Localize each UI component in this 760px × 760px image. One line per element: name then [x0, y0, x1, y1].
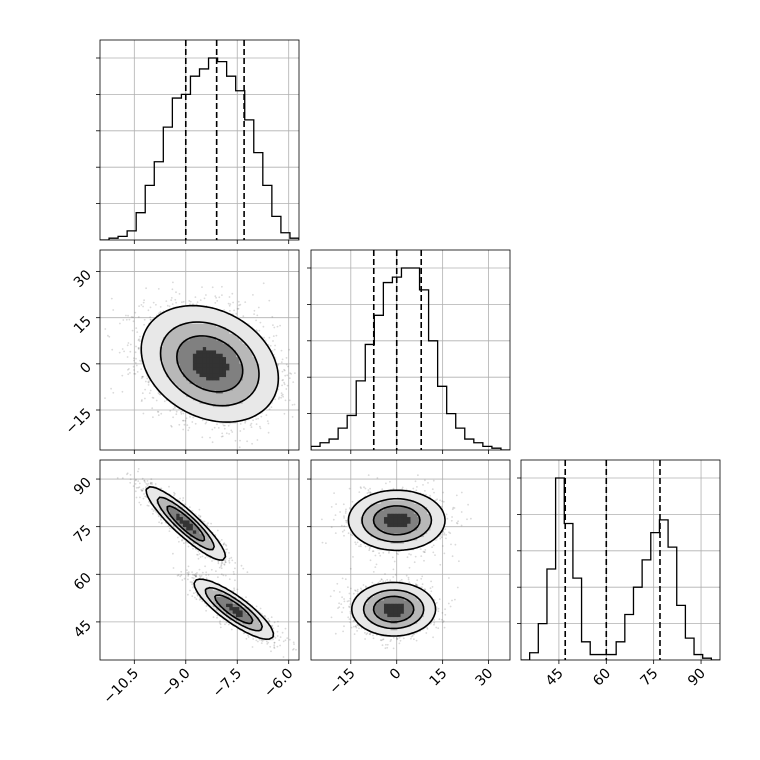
grid: [311, 250, 510, 450]
panel-frame: [99, 39, 300, 241]
x-tick-label: 75: [638, 666, 662, 690]
contour-lines: [145, 486, 275, 640]
y-tick-label: 75: [71, 522, 95, 546]
x-tick-label: 30: [472, 666, 496, 690]
grid: [100, 40, 299, 240]
contour-level: [166, 505, 254, 625]
y-tick-label: 15: [71, 313, 95, 337]
panel-frame: [99, 459, 300, 661]
density-fill: [139, 306, 280, 424]
contour-level: [156, 496, 264, 632]
joint-panel-1-2: [96, 249, 300, 454]
joint-panel-2-3: [307, 459, 511, 664]
x-tick-label: −7.5: [210, 666, 245, 701]
histogram-step: [521, 477, 720, 660]
y-tick-label: −15: [63, 406, 95, 438]
x-tick-label: −9.0: [158, 666, 193, 701]
x-tick-label: 0: [387, 666, 405, 684]
x-tick-label: 15: [427, 666, 451, 690]
contour-level: [372, 505, 421, 623]
y-tick-label: 45: [71, 617, 95, 641]
x-tick-label: 60: [590, 666, 614, 690]
histogram-panel-3: [517, 459, 721, 664]
contour-lines: [140, 304, 280, 423]
panel-frame: [99, 249, 300, 451]
x-tick-label: 90: [685, 666, 709, 690]
grid: [521, 460, 720, 660]
contour-level: [159, 321, 260, 407]
panel-frame: [310, 459, 511, 661]
y-tick-label: 90: [71, 475, 95, 499]
x-tick-label: −10.5: [100, 666, 142, 708]
panel-frame: [310, 249, 511, 451]
x-tick-label: −6.0: [261, 666, 296, 701]
contour-level: [140, 304, 280, 423]
contour-level: [347, 489, 446, 637]
y-tick-label: 0: [77, 359, 95, 377]
x-tick-label: 45: [543, 666, 567, 690]
y-tick-label: 60: [71, 570, 95, 594]
y-tick-label: 30: [71, 267, 95, 291]
density-fill: [146, 486, 273, 641]
panel-frame: [520, 459, 721, 661]
histogram-step: [311, 267, 510, 450]
contour-lines: [347, 489, 446, 637]
density-fill: [347, 490, 445, 638]
contour-level: [145, 486, 275, 640]
contour-level: [361, 497, 433, 630]
histogram-step: [100, 57, 299, 240]
histogram-panel-1: [96, 39, 300, 244]
contour-level: [176, 335, 244, 393]
histogram-panel-2: [307, 249, 511, 454]
x-tick-label: −15: [326, 666, 358, 698]
joint-panel-1-3: [96, 459, 300, 664]
